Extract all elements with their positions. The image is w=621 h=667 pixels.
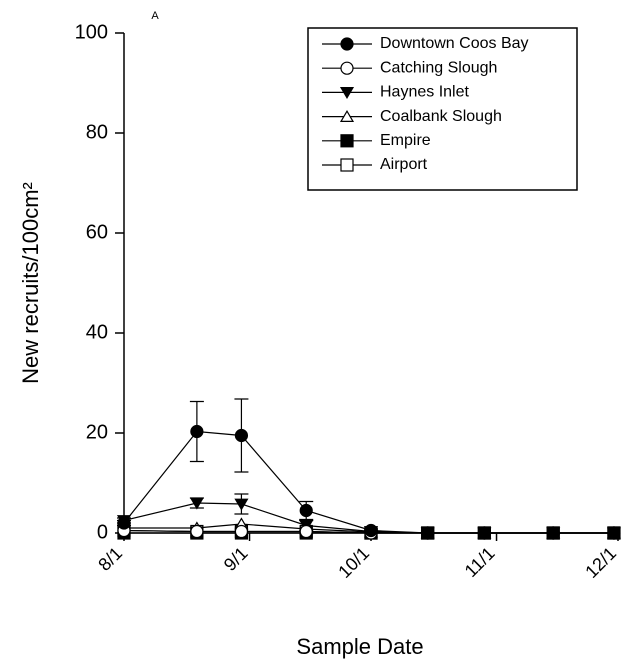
x-tick-label: 8/1 <box>94 543 126 575</box>
y-tick-label: 100 <box>75 21 108 43</box>
marker <box>299 524 313 539</box>
x-axis-title: Sample Date <box>296 634 423 659</box>
marker <box>189 497 204 510</box>
legend-marker <box>339 87 355 99</box>
legend-label: Empire <box>380 132 431 149</box>
marker <box>477 526 491 540</box>
y-tick-label: 20 <box>86 421 108 443</box>
legend-marker <box>340 134 354 148</box>
x-tick-label: 12/1 <box>581 543 620 582</box>
legend-marker <box>339 110 355 122</box>
legend-label: Coalbank Slough <box>380 108 502 125</box>
legend-marker <box>340 37 354 51</box>
marker <box>546 526 560 540</box>
marker <box>190 424 204 439</box>
marker <box>421 526 435 540</box>
marker <box>607 526 621 540</box>
legend-marker <box>340 61 354 75</box>
panel-label: A <box>151 10 159 22</box>
legend-label: Airport <box>380 156 428 173</box>
marker <box>364 523 378 538</box>
x-tick-label: 11/1 <box>461 543 499 581</box>
marker <box>190 524 204 539</box>
series-line <box>123 430 614 534</box>
marker <box>234 498 249 511</box>
y-tick-label: 40 <box>86 321 108 343</box>
legend-label: Downtown Coos Bay <box>380 35 529 52</box>
marker <box>234 428 249 443</box>
y-tick-label: 60 <box>86 221 108 243</box>
legend-label: Haynes Inlet <box>380 84 469 101</box>
legend-marker <box>340 158 354 172</box>
marker <box>234 524 249 539</box>
legend-box <box>307 27 578 191</box>
y-tick-label: 0 <box>97 521 108 543</box>
legend-label: Catching Slough <box>380 59 497 76</box>
y-axis-title: New recruits/100cm² <box>18 182 43 384</box>
y-tick-label: 80 <box>86 121 108 143</box>
x-tick-label: 10/1 <box>334 543 373 582</box>
marker <box>117 516 131 530</box>
x-tick-label: 9/1 <box>220 543 252 575</box>
marker <box>299 503 313 518</box>
